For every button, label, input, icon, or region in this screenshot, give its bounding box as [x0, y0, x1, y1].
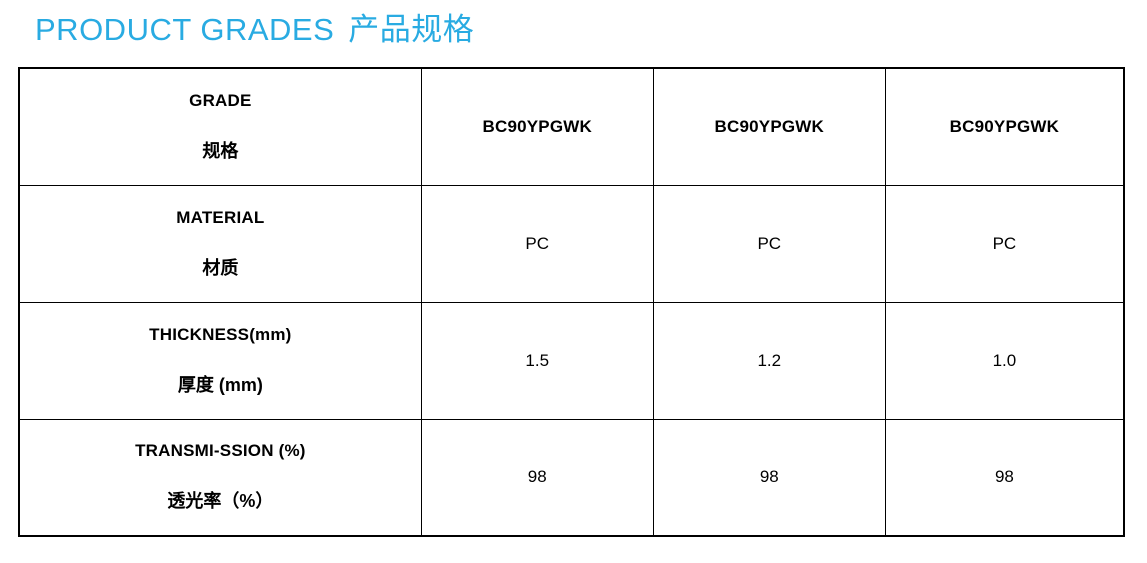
- page-title-english: PRODUCT GRADES: [35, 12, 335, 47]
- cell-material-col1: PC: [420, 184, 654, 303]
- row-header-transmission-zh: 透光率（%）: [167, 491, 274, 512]
- row-header-material-zh: 材质: [202, 257, 239, 278]
- table-row-grade: GRADE 规格 BC90YPGWK BC90YPGWK BC90YPGWK: [18, 67, 1125, 186]
- row-header-grade: GRADE 规格: [18, 67, 422, 186]
- cell-material-col2: PC: [652, 184, 886, 303]
- product-grades-table: GRADE 规格 BC90YPGWK BC90YPGWK BC90YPGWK M…: [18, 67, 1125, 537]
- cell-transmission-col1: 98: [420, 418, 654, 537]
- row-header-thickness: THICKNESS(mm) 厚度 (mm): [18, 301, 422, 420]
- cell-grade-col3: BC90YPGWK: [884, 67, 1125, 186]
- cell-material-col3: PC: [884, 184, 1125, 303]
- row-header-thickness-zh: 厚度 (mm): [177, 374, 263, 395]
- cell-thickness-col2: 1.2: [652, 301, 886, 420]
- cell-grade-col2: BC90YPGWK: [652, 67, 886, 186]
- cell-thickness-col3: 1.0: [884, 301, 1125, 420]
- cell-transmission-col2: 98: [652, 418, 886, 537]
- row-header-grade-zh: 规格: [202, 140, 239, 161]
- row-header-thickness-en: THICKNESS(mm): [149, 324, 292, 344]
- cell-grade-col1: BC90YPGWK: [420, 67, 654, 186]
- row-header-material: MATERIAL 材质: [18, 184, 422, 303]
- row-header-transmission: TRANSMI-SSION (%) 透光率（%）: [18, 418, 422, 537]
- row-header-material-en: MATERIAL: [176, 207, 265, 227]
- table-row-material: MATERIAL 材质 PC PC PC: [18, 184, 1125, 303]
- row-header-transmission-en: TRANSMI-SSION (%): [135, 441, 306, 461]
- row-header-grade-en: GRADE: [189, 90, 252, 110]
- cell-thickness-col1: 1.5: [420, 301, 654, 420]
- page-title: PRODUCT GRADES 产品规格: [35, 10, 1147, 50]
- page-title-chinese: 产品规格: [348, 12, 475, 47]
- table-row-thickness: THICKNESS(mm) 厚度 (mm) 1.5 1.2 1.0: [18, 301, 1125, 420]
- cell-transmission-col3: 98: [884, 418, 1125, 537]
- table-row-transmission: TRANSMI-SSION (%) 透光率（%） 98 98 98: [18, 418, 1125, 537]
